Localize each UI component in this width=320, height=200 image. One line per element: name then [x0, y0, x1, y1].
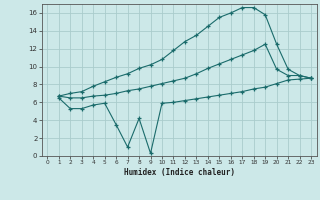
X-axis label: Humidex (Indice chaleur): Humidex (Indice chaleur): [124, 168, 235, 177]
